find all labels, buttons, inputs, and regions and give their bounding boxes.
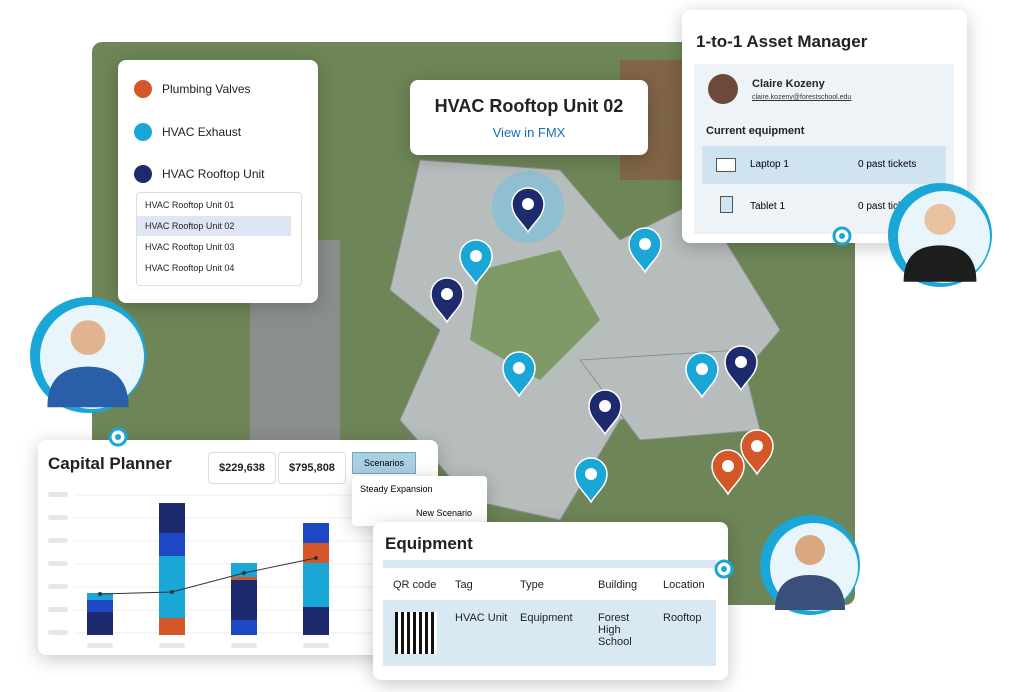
cell: Forest High School bbox=[598, 612, 632, 648]
cell: Equipment bbox=[520, 612, 573, 624]
bar-segment bbox=[303, 607, 329, 635]
pin-icon bbox=[585, 468, 597, 480]
equipment-item: Tablet 1 bbox=[750, 201, 786, 212]
cell: Rooftop bbox=[663, 612, 702, 624]
bar-segment bbox=[231, 620, 257, 635]
pin-icon bbox=[513, 362, 525, 374]
column-header: Tag bbox=[455, 579, 473, 591]
column-header: Building bbox=[598, 579, 638, 591]
pin-icon bbox=[441, 288, 453, 300]
bar-segment bbox=[303, 563, 329, 607]
qr-code bbox=[395, 612, 437, 654]
bar-segment bbox=[87, 612, 113, 635]
bar-segment bbox=[87, 600, 113, 612]
map-popup: HVAC Rooftop Unit 02 View in FMX bbox=[410, 80, 648, 155]
courtyard bbox=[470, 250, 600, 380]
person-email: claire.kozeny@forestschool.edu bbox=[752, 94, 852, 101]
menu-item[interactable]: Steady Expansion bbox=[360, 484, 433, 494]
bar-segment bbox=[231, 563, 257, 577]
axis-placeholder bbox=[48, 584, 68, 589]
header-bar bbox=[383, 560, 716, 568]
panel-title: Capital Planner bbox=[48, 454, 172, 473]
pin-icon bbox=[599, 400, 611, 412]
bar-segment bbox=[159, 556, 185, 618]
column-header: Location bbox=[663, 579, 705, 591]
equipment: Equipment QR code Tag Type Building Loca… bbox=[373, 522, 728, 680]
bar-segment bbox=[231, 580, 257, 620]
scenario-menu: Steady Expansion New Scenario bbox=[352, 476, 487, 526]
bar-segment bbox=[87, 593, 113, 600]
axis-placeholder bbox=[48, 561, 68, 566]
sub-item[interactable]: HVAC Rooftop Unit 02 bbox=[137, 216, 291, 236]
pin-icon bbox=[696, 363, 708, 375]
laptop-icon bbox=[716, 158, 736, 172]
panel-title: Equipment bbox=[385, 534, 473, 553]
bar-segment bbox=[231, 577, 257, 580]
trend-point bbox=[314, 556, 318, 560]
popup-title: HVAC Rooftop Unit 02 bbox=[434, 96, 624, 116]
pin-icon bbox=[470, 250, 482, 262]
bar-segment bbox=[303, 523, 329, 543]
menu-item[interactable]: New Scenario bbox=[416, 508, 473, 518]
manager-body: Claire Kozeny claire.kozeny@forestschool… bbox=[694, 64, 954, 234]
ticket-count: 0 past tickets bbox=[858, 159, 917, 170]
axis-placeholder bbox=[48, 607, 68, 612]
list-item[interactable]: HVAC Rooftop Unit bbox=[134, 165, 265, 183]
total: $795,808 bbox=[278, 452, 346, 484]
person-name: Claire Kozeny bbox=[752, 78, 825, 90]
trend-point bbox=[98, 592, 102, 596]
trend-point bbox=[170, 590, 174, 594]
item-label: HVAC Rooftop Unit bbox=[162, 167, 265, 181]
sub-list: HVAC Rooftop Unit 01 HVAC Rooftop Unit 0… bbox=[136, 192, 302, 286]
row-highlight bbox=[702, 146, 946, 184]
cell: HVAC Unit bbox=[455, 612, 508, 624]
asset-list: Plumbing Valves HVAC Exhaust HVAC Roofto… bbox=[118, 60, 318, 303]
popup-link[interactable]: View in FMX bbox=[492, 125, 566, 140]
avatar bbox=[708, 74, 738, 104]
sub-item[interactable]: HVAC Rooftop Unit 03 bbox=[145, 242, 235, 252]
x-placeholder bbox=[303, 643, 329, 648]
capital-planner: Capital Planner $229,638 $795,808 Scenar… bbox=[38, 440, 438, 655]
scenarios-button[interactable]: Scenarios bbox=[352, 452, 416, 474]
column-header: Type bbox=[520, 579, 544, 591]
bar-segment bbox=[303, 543, 329, 563]
axis-placeholder bbox=[48, 492, 68, 497]
section-label: Current equipment bbox=[706, 125, 805, 137]
asset-manager: 1-to-1 Asset Manager Claire Kozeny clair… bbox=[682, 10, 967, 243]
axis-placeholder bbox=[48, 630, 68, 635]
x-placeholder bbox=[231, 643, 257, 648]
bar-segment bbox=[159, 618, 185, 635]
item-label: HVAC Exhaust bbox=[162, 125, 242, 139]
tablet-icon bbox=[720, 196, 733, 213]
axis-placeholder bbox=[48, 515, 68, 520]
sub-item[interactable]: HVAC Rooftop Unit 01 bbox=[145, 200, 235, 210]
pin-icon bbox=[522, 198, 534, 210]
pin-icon bbox=[639, 238, 651, 250]
trend-line bbox=[99, 557, 317, 595]
planner-chart bbox=[48, 492, 428, 648]
equipment-item: Laptop 1 bbox=[750, 159, 789, 170]
sub-item[interactable]: HVAC Rooftop Unit 04 bbox=[145, 263, 235, 273]
x-placeholder bbox=[87, 643, 113, 648]
list-item[interactable]: HVAC Exhaust bbox=[134, 123, 241, 141]
bar-segment bbox=[159, 533, 185, 556]
bar-segment bbox=[159, 503, 185, 533]
x-placeholder bbox=[159, 643, 185, 648]
ticket-count: 0 past tickets bbox=[858, 201, 917, 212]
item-label: Plumbing Valves bbox=[162, 82, 251, 96]
axis-placeholder bbox=[48, 538, 68, 543]
pin-icon bbox=[722, 460, 734, 472]
list-item[interactable]: Plumbing Valves bbox=[134, 80, 251, 98]
panel-title: 1-to-1 Asset Manager bbox=[696, 32, 868, 51]
table-row bbox=[383, 600, 716, 666]
total: $229,638 bbox=[208, 452, 276, 484]
trend-point bbox=[242, 571, 246, 575]
column-header: QR code bbox=[393, 579, 437, 591]
pin-icon bbox=[751, 440, 763, 452]
pin-icon bbox=[735, 356, 747, 368]
